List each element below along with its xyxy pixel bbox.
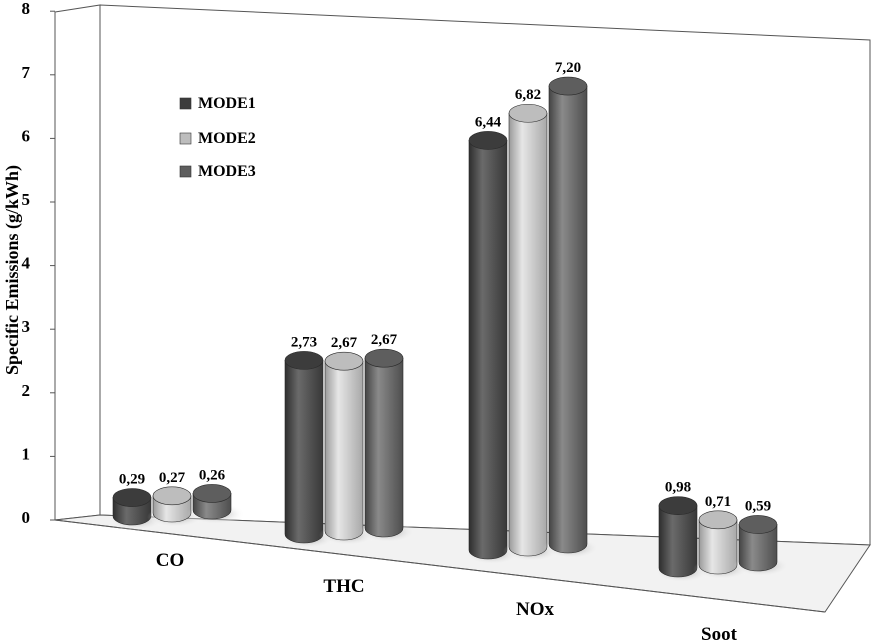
bar-body: [324, 360, 364, 541]
y-tick-label: 2: [22, 381, 31, 400]
legend-swatch: [179, 132, 192, 145]
legend-item: MODE3: [179, 163, 256, 180]
data-label: 6,44: [475, 114, 502, 130]
bar-top: [364, 348, 404, 368]
bar-top: [112, 488, 152, 507]
legend-item: MODE2: [179, 130, 256, 147]
data-label: 0,27: [159, 470, 186, 486]
legend-swatch: [179, 165, 192, 178]
data-label: 0,71: [705, 494, 731, 510]
legend-label: MODE2: [198, 130, 256, 147]
bar-top: [468, 131, 508, 150]
y-tick-label: 6: [22, 126, 31, 145]
data-label: 6,82: [515, 87, 541, 103]
y-tick-label: 5: [22, 190, 31, 209]
legend-label: MODE3: [198, 163, 256, 180]
y-axis-label: Specific Emissions (g/kWh): [2, 165, 23, 375]
category-label: Soot: [701, 624, 738, 641]
bar-top: [192, 484, 232, 503]
data-label: 2,73: [291, 334, 317, 350]
bar-body: [508, 112, 548, 557]
legend: MODE1 MODE2 MODE3: [179, 95, 256, 180]
bar: [284, 351, 324, 544]
bar-body: [364, 357, 404, 538]
bar-body: [284, 360, 324, 544]
y-tick-label: 8: [22, 0, 31, 18]
data-label: 0,98: [665, 480, 691, 496]
y-tick-label: 3: [22, 317, 31, 336]
bar: [192, 484, 232, 520]
bar-top: [738, 515, 778, 534]
bar-top: [548, 76, 588, 96]
bar-body: [468, 140, 508, 560]
data-label: 0,59: [745, 498, 771, 514]
bar-body: [738, 524, 778, 572]
data-label: 7,20: [555, 60, 581, 76]
legend-item: MODE1: [179, 95, 256, 112]
bar-body: [548, 85, 588, 554]
bar: [112, 488, 152, 526]
y-tick-label: 1: [22, 444, 31, 463]
bar: [698, 510, 738, 575]
y-tick-label: 0: [22, 508, 31, 527]
bar: [548, 76, 588, 554]
bar-top: [324, 351, 364, 371]
category-label: THC: [323, 576, 364, 597]
y-tick-label: 4: [22, 254, 31, 273]
bar-top: [508, 103, 548, 123]
category-label: NOx: [516, 599, 555, 620]
data-label: 0,29: [119, 472, 145, 488]
bar-body: [658, 505, 698, 578]
bar-top: [152, 486, 192, 506]
bar: [508, 103, 548, 557]
data-label: 2,67: [331, 335, 358, 351]
bar: [364, 348, 404, 538]
x-axis: CO THC NOx Soot: [156, 550, 738, 641]
category-label: CO: [156, 550, 185, 571]
bar: [468, 131, 508, 560]
bars: [107, 76, 791, 583]
bar: [738, 515, 778, 572]
legend-label: MODE1: [198, 95, 256, 112]
data-labels: 0,29 0,27 0,26 2,73 2,67 2,67 6,44 6,82 7,20 0,98…: [119, 60, 771, 514]
bar: [324, 351, 364, 541]
y-axis: 0 1 2 3 4 5 6 7 8: [22, 0, 55, 527]
bar-top: [698, 510, 738, 530]
legend-swatch: [179, 97, 192, 110]
bar-top: [284, 351, 324, 370]
y-tick-label: 7: [22, 63, 31, 82]
data-label: 2,67: [371, 332, 398, 348]
bar-top: [658, 496, 698, 515]
bar: [658, 496, 698, 578]
data-label: 0,26: [199, 467, 226, 483]
bar: [152, 486, 192, 523]
